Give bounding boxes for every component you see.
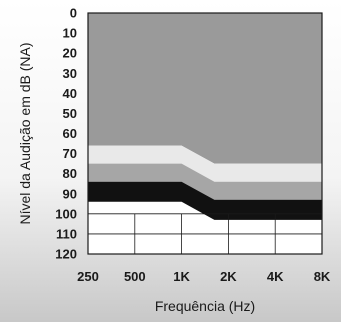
x-tick-label: 250 bbox=[77, 269, 99, 284]
band-2 bbox=[88, 145, 322, 182]
y-axis-title: Nível da Audição em dB (NA) bbox=[17, 42, 33, 224]
y-tick-label: 70 bbox=[63, 146, 77, 161]
y-tick-label: 0 bbox=[70, 6, 77, 21]
y-tick-label: 30 bbox=[63, 66, 77, 81]
band-4 bbox=[88, 181, 322, 220]
plot-frame bbox=[87, 12, 323, 255]
x-tick-label: 2K bbox=[220, 269, 237, 284]
y-tick-label: 80 bbox=[63, 166, 77, 181]
y-tick-label: 110 bbox=[56, 226, 77, 241]
band-1 bbox=[88, 13, 322, 164]
x-tick-label: 1K bbox=[173, 269, 190, 284]
y-tick-label: 10 bbox=[63, 26, 77, 41]
x-axis-title: Frequência (Hz) bbox=[155, 298, 255, 314]
y-tick-label: 20 bbox=[63, 46, 77, 61]
y-tick-label: 50 bbox=[63, 106, 77, 121]
band-3 bbox=[88, 163, 322, 200]
x-tick-label: 8K bbox=[314, 269, 331, 284]
y-tick-label: 90 bbox=[63, 186, 77, 201]
x-tick-label: 500 bbox=[124, 269, 146, 284]
y-tick-label: 120 bbox=[55, 247, 77, 262]
x-tick-label: 4K bbox=[267, 269, 284, 284]
y-tick-label: 40 bbox=[63, 86, 77, 101]
y-tick-label: 100 bbox=[55, 206, 77, 221]
y-tick-label: 60 bbox=[63, 126, 77, 141]
